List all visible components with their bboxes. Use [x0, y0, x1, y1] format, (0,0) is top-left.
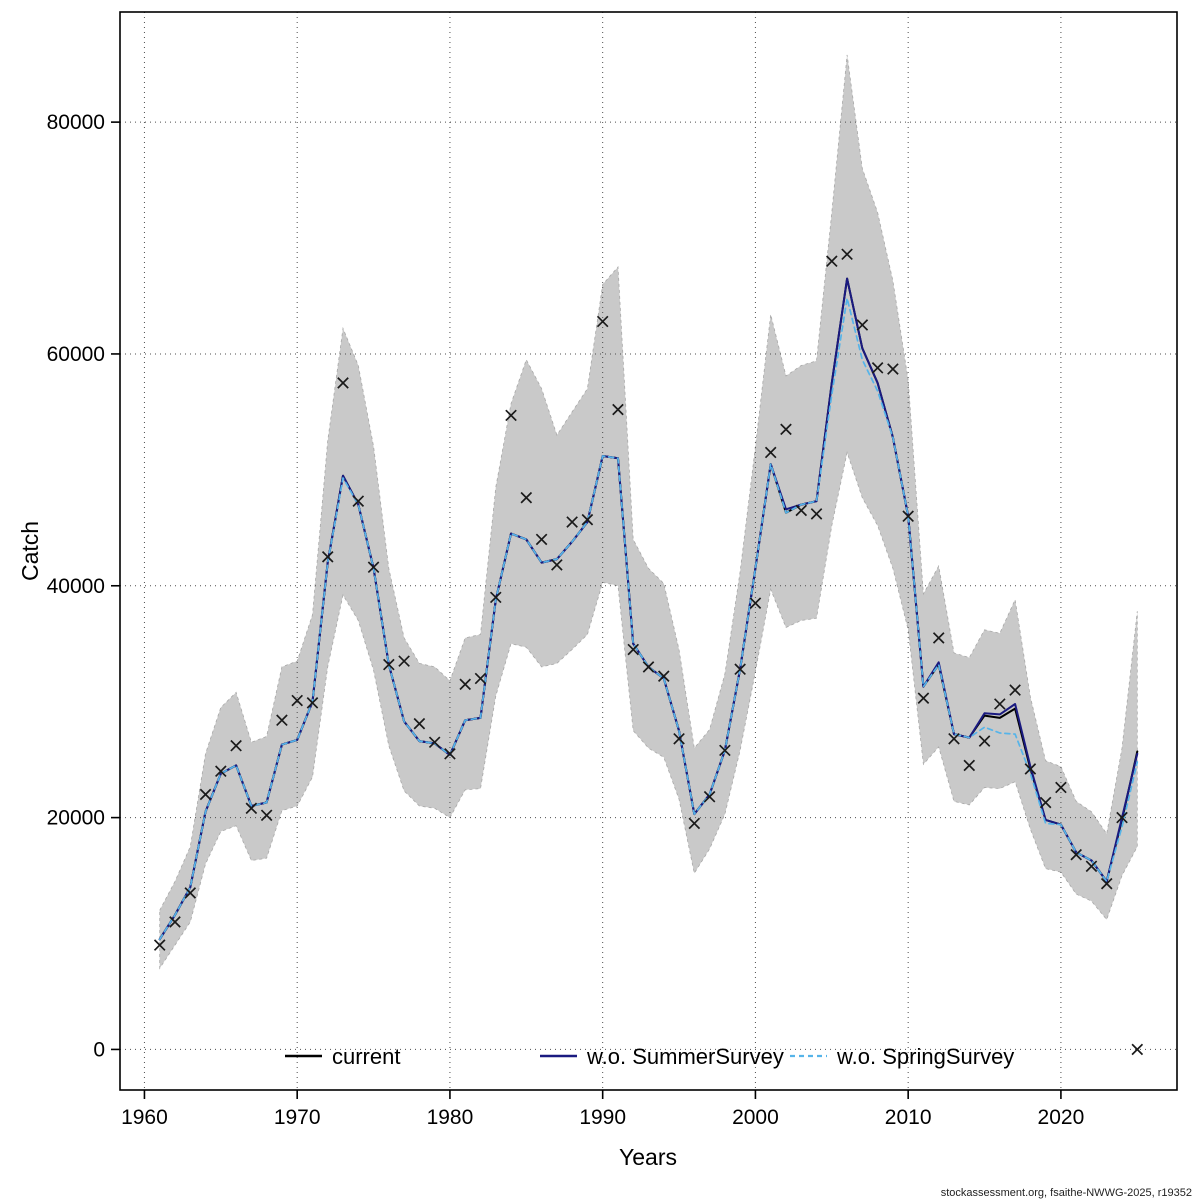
y-tick-label: 40000 [47, 575, 105, 598]
observed-catch-marker [703, 790, 716, 803]
observed-catch-marker [566, 516, 578, 528]
observed-catch-marker [1024, 763, 1037, 775]
observed-catch-marker [1070, 848, 1082, 861]
observed-catch-marker [581, 513, 594, 526]
observed-catch-marker [963, 759, 976, 772]
observed-catch-marker [551, 559, 563, 571]
observed-catch-marker [428, 736, 441, 749]
observed-catch-marker [627, 643, 640, 656]
observed-catch-marker [1039, 796, 1052, 809]
observed-catch-marker [825, 255, 838, 268]
observed-catch-marker [1100, 877, 1113, 890]
legend-label-summer: w.o. SummerSurvey [586, 1044, 784, 1069]
observed-catch-marker [230, 739, 242, 752]
observed-catch-marker [871, 362, 884, 374]
y-axis-title: Catch [17, 521, 43, 581]
observed-catch-marker [1116, 811, 1128, 824]
x-tick-label: 1980 [427, 1106, 474, 1129]
observed-catch-marker [321, 550, 334, 563]
observed-catch-marker [780, 423, 792, 436]
observed-catch-marker [352, 495, 365, 507]
observed-catch-marker [383, 658, 395, 671]
observed-catch-marker [719, 744, 731, 757]
observed-catch-marker [169, 916, 181, 928]
x-tick-label: 2000 [732, 1106, 779, 1129]
legend-item-summer-survey: w.o. SummerSurvey [540, 1044, 784, 1069]
axes-frame-layer: 1960 1970 1980 1990 2000 2010 2020 0 20000 40000 6… [47, 11, 1178, 1129]
observed-catch-marker [673, 732, 685, 745]
observed-catch-marker [1009, 684, 1021, 696]
y-tick-label: 0 [93, 1038, 105, 1061]
observed-catch-marker [459, 678, 472, 691]
observed-catch-marker [276, 714, 288, 727]
observed-catch-marker [444, 748, 456, 760]
observed-catch-marker [948, 732, 960, 745]
x-tick-label: 2010 [885, 1106, 932, 1129]
x-tick-label: 1990 [579, 1106, 626, 1129]
observed-catch-marker [505, 409, 517, 422]
observed-catch-marker [764, 446, 777, 459]
observed-catch-marker [1055, 781, 1067, 794]
x-tick-label: 1970 [274, 1106, 321, 1129]
observed-catch-marker [994, 698, 1006, 710]
gridline-layer [120, 12, 1177, 1090]
observed-catch-marker [596, 315, 609, 328]
observed-catch-marker [887, 363, 899, 375]
observed-catch-marker [184, 887, 197, 899]
observed-catch-marker [795, 504, 808, 517]
observed-catch-marker [535, 533, 548, 546]
y-tick-label: 80000 [47, 111, 105, 134]
observed-catch-marker [978, 735, 991, 747]
observed-catch-marker [917, 692, 930, 705]
observed-catch-marker [902, 510, 914, 523]
observed-catch-marker [1131, 1043, 1144, 1056]
legend: current w.o. SummerSurvey w.o. SpringSur… [285, 1044, 1014, 1069]
observed-catch-marker [856, 319, 869, 331]
observed-catch-marker [657, 670, 670, 682]
observed-catch-markers [153, 248, 1144, 1056]
observed-catch-marker [1085, 860, 1098, 873]
observed-catch-marker [306, 697, 319, 709]
source-credit: stockassessment.org, fsaithe-NWWG-2025, … [941, 1187, 1192, 1199]
observed-catch-marker [215, 765, 227, 778]
observed-catch-marker [734, 663, 746, 676]
observed-catch-marker [612, 403, 624, 416]
observed-catch-marker [520, 491, 533, 504]
observed-catch-marker [337, 377, 349, 389]
observed-catch-marker [260, 809, 273, 822]
observed-catch-marker [932, 632, 945, 644]
observed-catch-marker [642, 661, 655, 673]
observed-catch-marker [474, 672, 487, 685]
y-tick-label: 60000 [47, 343, 105, 366]
observed-catch-marker [245, 802, 258, 815]
x-axis-title: Years [619, 1144, 677, 1170]
x-tick-label: 1960 [121, 1106, 168, 1129]
observed-catch-marker [153, 939, 166, 951]
observed-catch-marker [398, 655, 410, 667]
observed-catch-marker [841, 248, 853, 261]
legend-item-spring-survey: w.o. SpringSurvey [790, 1044, 1014, 1069]
x-tick-label: 2020 [1038, 1106, 1085, 1129]
legend-label-spring: w.o. SpringSurvey [836, 1044, 1014, 1069]
observed-catch-marker [291, 694, 303, 707]
observed-catch-marker [413, 717, 426, 730]
confidence-band [159, 54, 1138, 970]
confidence-band-layer [159, 54, 1138, 970]
observed-catch-marker [810, 508, 823, 520]
observed-catch-marker [489, 591, 502, 604]
observed-catch-marker [688, 817, 701, 830]
y-tick-label: 20000 [47, 807, 105, 830]
observed-catch-marker [367, 561, 380, 574]
observed-catch-marker [199, 788, 212, 801]
plot-border [119, 11, 1178, 1091]
legend-label-current: current [332, 1044, 400, 1069]
observed-catch-marker [749, 597, 762, 609]
series-line-2 [158, 297, 1139, 941]
legend-item-current: current [285, 1044, 400, 1069]
